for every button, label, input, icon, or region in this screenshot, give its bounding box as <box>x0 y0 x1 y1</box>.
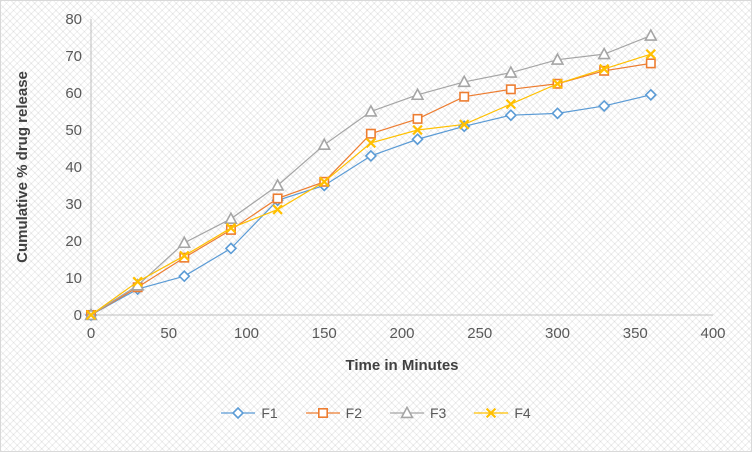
diamond-marker-icon <box>232 406 245 420</box>
x-marker-icon <box>552 78 563 89</box>
x-marker-icon <box>412 124 423 136</box>
x-marker-icon <box>179 250 190 261</box>
series-f3 <box>84 28 658 321</box>
y-tick-label: 60 <box>65 85 82 102</box>
y-tick-label: 10 <box>65 270 82 287</box>
y-tick-label: 0 <box>74 307 82 324</box>
triangle-marker-icon <box>177 235 192 249</box>
x-marker-icon <box>486 407 497 419</box>
chart-plot-area: 0 10 20 30 40 50 60 70 80 0 50 100 150 200 250 300 350 40… <box>14 11 726 374</box>
diamond-marker-icon <box>551 107 564 120</box>
diamond-marker-icon <box>411 133 424 146</box>
x-tick-label: 200 <box>389 325 414 342</box>
diamond-marker-icon <box>224 242 238 255</box>
triangle-marker-icon <box>644 28 658 41</box>
y-tick-label: 80 <box>65 11 82 28</box>
legend-item-f1: F1 <box>221 405 278 421</box>
x-tick-label: 150 <box>312 325 337 342</box>
square-marker-icon <box>505 84 516 95</box>
triangle-marker-icon <box>597 46 611 60</box>
square-marker-icon <box>365 128 376 139</box>
square-marker-icon <box>272 193 283 204</box>
square-marker-icon <box>645 58 656 69</box>
x-tick-label: 50 <box>160 325 177 342</box>
x-marker-icon <box>85 309 97 321</box>
x-marker-icon <box>365 137 377 149</box>
diamond-marker-icon <box>364 149 378 163</box>
x-tick-label: 100 <box>234 325 259 342</box>
x-tick-label: 350 <box>623 325 648 342</box>
legend-triangle-icon <box>390 406 424 419</box>
y-tick-label: 20 <box>65 233 82 250</box>
x-marker-icon <box>319 176 330 187</box>
triangle-marker-icon <box>550 52 565 65</box>
series-f1 <box>84 88 657 322</box>
legend-item-f3: F3 <box>390 405 446 421</box>
triangle-marker-icon <box>410 87 425 101</box>
diamond-marker-icon <box>178 270 191 283</box>
x-tick-label: 0 <box>87 325 95 342</box>
legend-item-f2: F2 <box>305 405 362 421</box>
y-tick-label: 30 <box>65 196 82 213</box>
triangle-marker-icon <box>317 137 331 150</box>
x-tick-label: 400 <box>700 325 725 342</box>
legend-label: F4 <box>514 405 531 421</box>
series-f4 <box>85 48 656 321</box>
x-marker-icon <box>598 63 610 75</box>
legend-x-icon <box>474 407 509 419</box>
legend-diamond-icon <box>221 406 256 420</box>
square-marker-icon <box>317 407 328 418</box>
series-f2 <box>86 58 656 320</box>
triangle-marker-icon <box>270 178 285 191</box>
diamond-marker-icon <box>504 109 517 122</box>
triangle-marker-icon <box>400 406 414 419</box>
x-marker-icon <box>645 48 656 60</box>
y-tick-label: 70 <box>65 48 82 65</box>
y-tick-label: 50 <box>65 122 82 139</box>
legend-label: F3 <box>430 405 447 421</box>
chart-legend: F1 F2 F3 F4 <box>1 391 751 451</box>
y-tick-label: 40 <box>65 159 82 176</box>
x-marker-icon <box>505 98 517 110</box>
x-marker-icon <box>272 204 283 215</box>
x-tick-label: 300 <box>545 325 570 342</box>
legend-label: F1 <box>261 405 278 421</box>
square-marker-icon <box>412 113 423 124</box>
legend-square-icon <box>305 407 340 418</box>
x-marker-icon <box>132 276 143 287</box>
triangle-marker-icon <box>364 104 378 117</box>
triangle-marker-icon <box>504 65 518 78</box>
x-marker-icon <box>225 222 237 234</box>
triangle-marker-icon <box>224 211 238 224</box>
x-tick-label: 250 <box>467 325 492 342</box>
x-axis-title: Time in Minutes <box>345 357 458 374</box>
legend-item-f4: F4 <box>474 405 531 421</box>
square-marker-icon <box>459 91 470 102</box>
y-axis-title: Cumulative % drug release <box>14 71 31 263</box>
diamond-marker-icon <box>644 88 657 101</box>
triangle-marker-icon <box>457 74 471 88</box>
legend-label: F2 <box>345 405 362 421</box>
x-marker-icon <box>459 119 470 130</box>
diamond-marker-icon <box>598 99 611 113</box>
